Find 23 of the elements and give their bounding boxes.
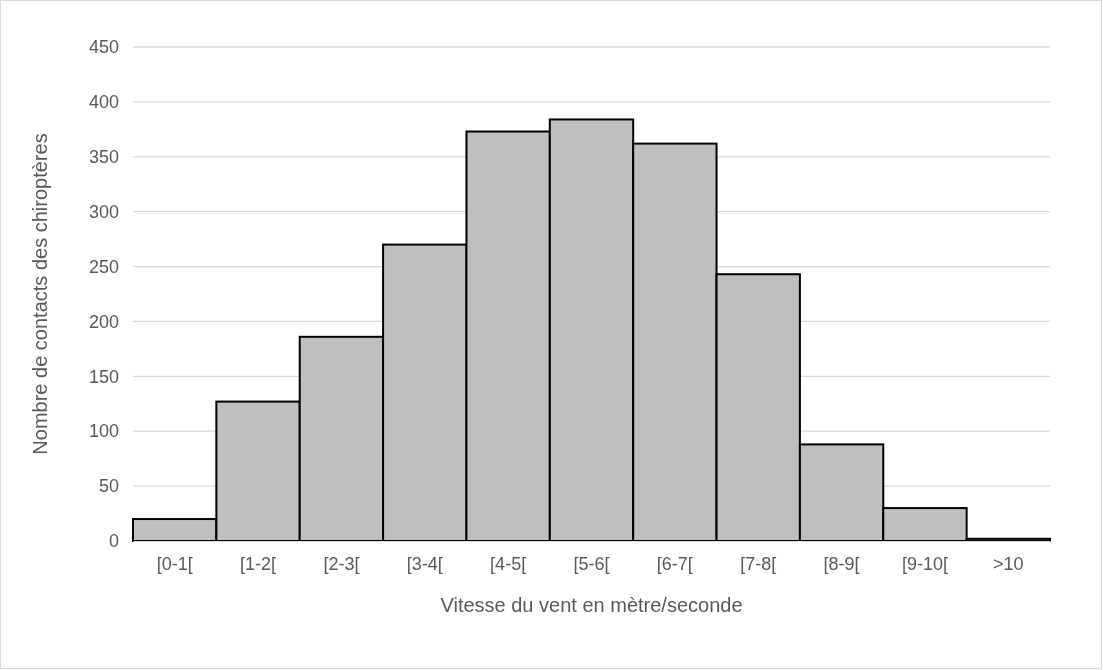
- y-tick-label: 300: [88, 201, 119, 222]
- y-tick-label: 150: [88, 366, 119, 387]
- y-axis-title: Nombre de contacts des chiroptères: [29, 133, 51, 455]
- y-tick-label: 400: [88, 92, 119, 113]
- y-tick-label: 200: [88, 311, 119, 332]
- y-tick-label: 100: [88, 421, 119, 442]
- x-tick-label: [0-1[: [156, 553, 193, 574]
- x-axis-title: Vitesse du vent en mètre/seconde: [440, 594, 743, 616]
- x-tick-label: [5-6[: [573, 553, 610, 574]
- y-tick-label: 350: [88, 147, 119, 168]
- y-tick-label: 250: [88, 256, 119, 277]
- x-tick-label: [3-4[: [406, 553, 443, 574]
- x-tick-label: [2-3[: [323, 553, 360, 574]
- x-tick-label: [7-8[: [740, 553, 777, 574]
- y-tick-label: 0: [108, 531, 119, 552]
- y-tick-label: 50: [98, 476, 119, 497]
- y-tick-label: 450: [88, 37, 119, 58]
- x-tick-label: [4-5[: [490, 553, 527, 574]
- x-tick-label: [9-10[: [901, 553, 948, 574]
- x-tick-label: [1-2[: [240, 553, 277, 574]
- x-tick-label: [6-7[: [656, 553, 693, 574]
- x-tick-label: [8-9[: [823, 553, 860, 574]
- x-tick-label: >10: [993, 553, 1024, 574]
